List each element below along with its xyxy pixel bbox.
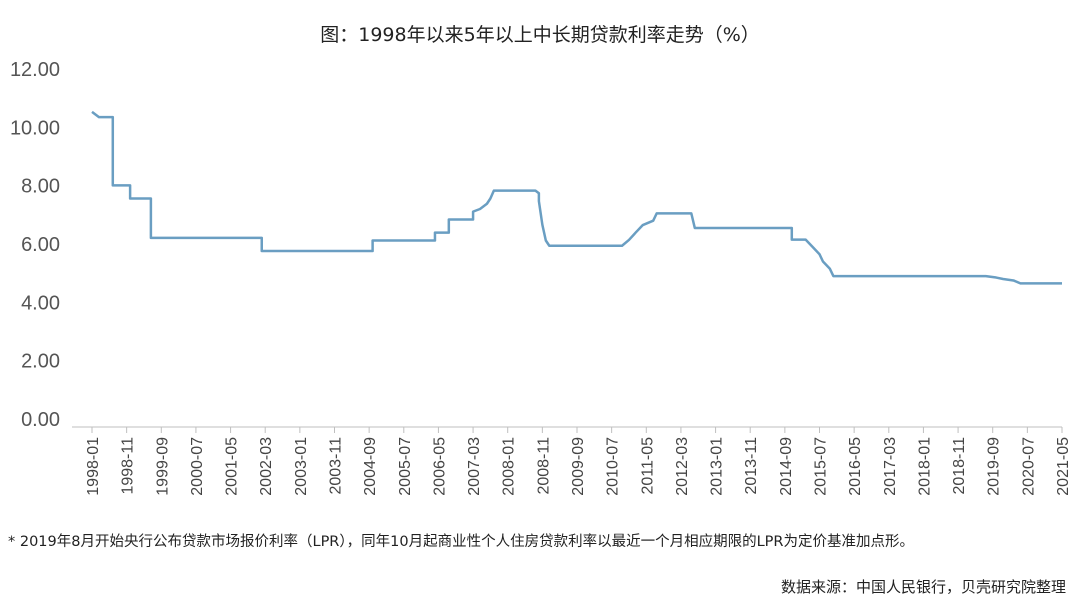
y-tick-label: 4.00 [21, 292, 60, 314]
plot-area [91, 110, 1062, 285]
x-tick-label: 2006-05 [431, 437, 448, 496]
x-tick-label: 2016-05 [847, 437, 864, 496]
x-tick-label: 2020-07 [1020, 437, 1037, 496]
x-tick-label: 2008-01 [501, 437, 518, 496]
x-tick-label: 2019-09 [986, 437, 1003, 496]
y-tick-label: 6.00 [21, 234, 60, 256]
x-tick-label: 2017-03 [882, 437, 899, 496]
x-tick-label: 2021-05 [1055, 437, 1072, 496]
x-tick-label: 2014-09 [778, 437, 795, 496]
x-tick-label: 2018-01 [916, 437, 933, 496]
y-tick-label: 0.00 [21, 409, 60, 431]
x-tick-label: 2018-11 [951, 437, 968, 495]
x-tick-label: 2005-07 [397, 437, 414, 496]
x-tick-label: 2010-07 [605, 437, 622, 496]
x-tick-label: 1998-01 [85, 437, 102, 496]
x-tick-label: 2007-03 [466, 437, 483, 496]
x-tick-label: 2013-11 [743, 437, 760, 495]
x-axis: 1998-01 1998-11 1999-09 2000-07 2001-05 2002-… [72, 426, 1072, 496]
x-tick-label: 2013-01 [709, 437, 726, 496]
x-tick-label: 2009-09 [570, 437, 587, 496]
x-tick-label: 1998-11 [120, 437, 137, 495]
x-tick-label: 2004-09 [362, 437, 379, 496]
y-tick-label: 8.00 [21, 176, 60, 198]
chart-title: 图：1998年以来5年以上中长期贷款利率走势（%） [320, 24, 760, 46]
rate-series-line [91, 110, 1062, 285]
x-tick-label: 2002-03 [258, 437, 275, 496]
y-tick-label: 10.00 [10, 117, 60, 139]
x-tick-label: 2000-07 [189, 437, 206, 496]
x-tick-label: 2012-03 [674, 437, 691, 496]
source-note: 数据来源：中国人民银行，贝壳研究院整理 [780, 578, 1066, 596]
x-tick-label: 2011-05 [639, 437, 656, 495]
y-axis: 0.00 2.00 4.00 6.00 8.00 10.00 12.00 [10, 59, 60, 431]
x-tick-label: 2001-05 [224, 437, 241, 496]
y-tick-label: 12.00 [10, 59, 60, 81]
y-tick-label: 2.00 [21, 351, 60, 373]
footnote: * 2019年8月开始央行公布贷款市场报价利率（LPR），同年10月起商业性个人… [8, 534, 914, 550]
x-tick-label: 1999-09 [154, 437, 171, 496]
x-tick-label: 2015-07 [813, 437, 830, 496]
x-tick-label: 2008-11 [535, 437, 552, 495]
x-tick-label: 2003-01 [293, 437, 310, 496]
x-tick-label: 2003-11 [328, 437, 345, 495]
